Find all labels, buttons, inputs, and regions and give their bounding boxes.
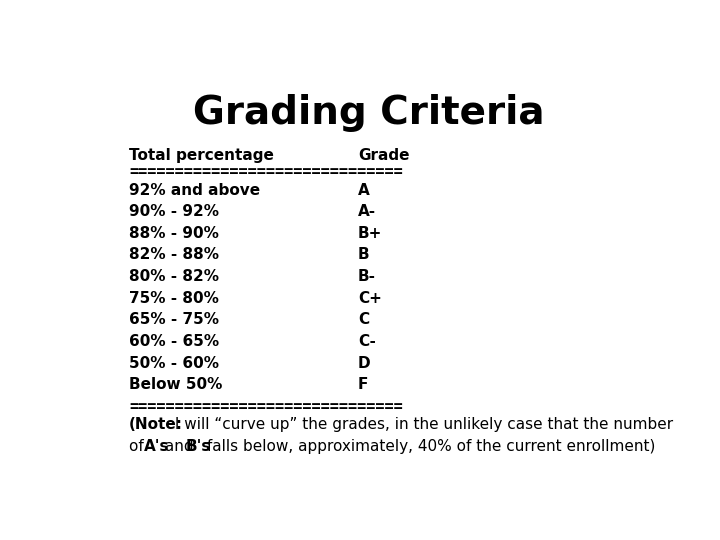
Text: B: B	[358, 247, 369, 262]
Text: Below 50%: Below 50%	[129, 377, 222, 392]
Text: D: D	[358, 355, 371, 370]
Text: C-: C-	[358, 334, 376, 349]
Text: ==============================: ==============================	[129, 399, 402, 414]
Text: Grading Criteria: Grading Criteria	[193, 94, 545, 132]
Text: 92% and above: 92% and above	[129, 183, 260, 198]
Text: B+: B+	[358, 226, 382, 241]
Text: (Note:: (Note:	[129, 417, 183, 432]
Text: Grade: Grade	[358, 148, 410, 163]
Text: and: and	[161, 439, 199, 454]
Text: 60% - 65%: 60% - 65%	[129, 334, 219, 349]
Text: F: F	[358, 377, 368, 392]
Text: I will “curve up” the grades, in the unlikely case that the number: I will “curve up” the grades, in the unl…	[171, 417, 673, 432]
Text: A: A	[358, 183, 369, 198]
Text: Total percentage: Total percentage	[129, 148, 274, 163]
Text: 65% - 75%: 65% - 75%	[129, 312, 219, 327]
Text: ==============================: ==============================	[129, 164, 402, 179]
Text: B's: B's	[186, 439, 211, 454]
Text: 75% - 80%: 75% - 80%	[129, 291, 219, 306]
Text: 80% - 82%: 80% - 82%	[129, 269, 219, 284]
Text: of: of	[129, 439, 149, 454]
Text: A-: A-	[358, 204, 376, 219]
Text: A's: A's	[144, 439, 170, 454]
Text: 90% - 92%: 90% - 92%	[129, 204, 219, 219]
Text: falls below, approximately, 40% of the current enrollment): falls below, approximately, 40% of the c…	[202, 439, 655, 454]
Text: 82% - 88%: 82% - 88%	[129, 247, 219, 262]
Text: B-: B-	[358, 269, 376, 284]
Text: C+: C+	[358, 291, 382, 306]
Text: 88% - 90%: 88% - 90%	[129, 226, 219, 241]
Text: 50% - 60%: 50% - 60%	[129, 355, 219, 370]
Text: C: C	[358, 312, 369, 327]
